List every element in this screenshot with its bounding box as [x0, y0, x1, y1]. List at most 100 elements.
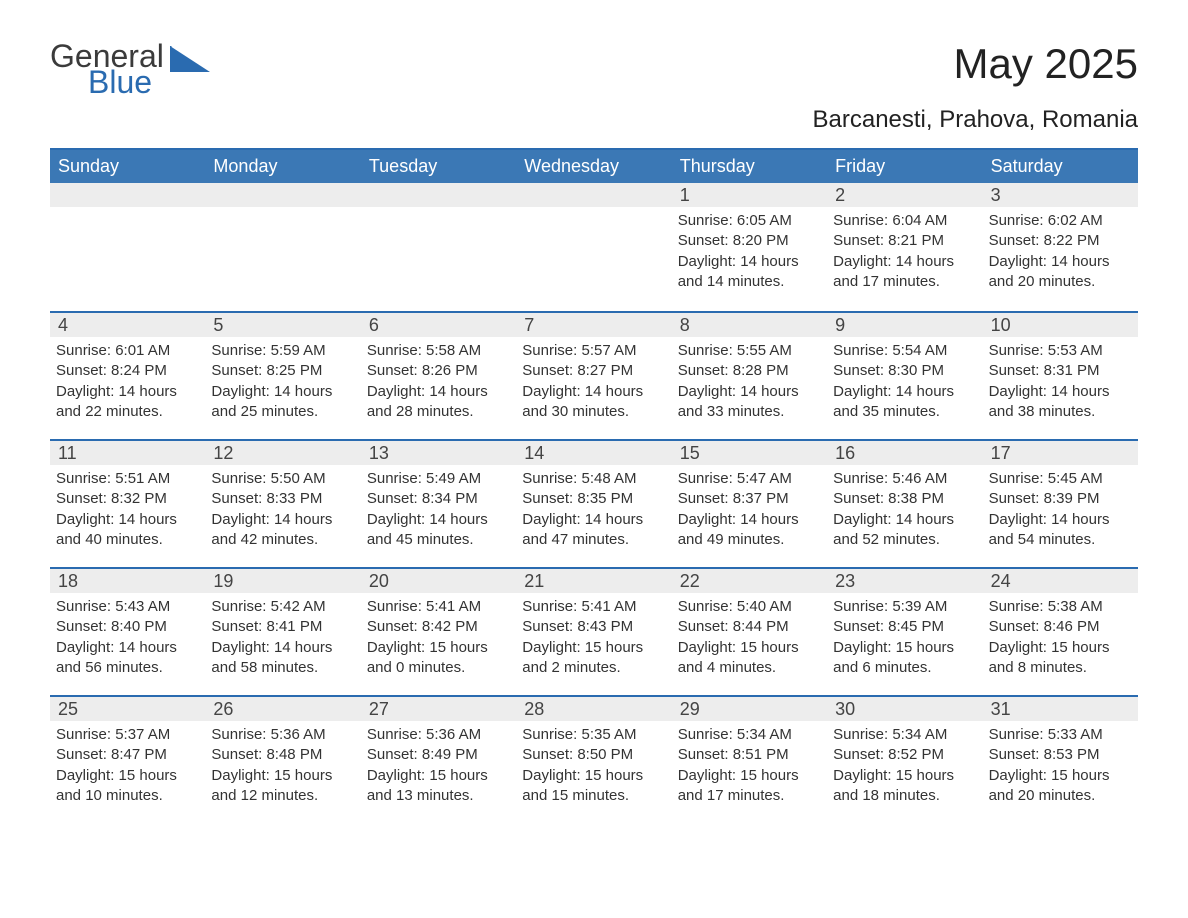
- day-number: 25: [50, 697, 205, 721]
- sunset-text: Sunset: 8:42 PM: [367, 617, 510, 637]
- sunset-text: Sunset: 8:24 PM: [56, 361, 199, 381]
- daylight-line-1: Daylight: 15 hours: [367, 766, 510, 786]
- day-details: Sunrise: 5:41 AMSunset: 8:43 PMDaylight:…: [516, 593, 671, 680]
- day-details: Sunrise: 5:53 AMSunset: 8:31 PMDaylight:…: [983, 337, 1138, 424]
- daylight-line-1: Daylight: 15 hours: [367, 638, 510, 658]
- daylight-line-1: Daylight: 14 hours: [56, 382, 199, 402]
- sunrise-text: Sunrise: 5:33 AM: [989, 725, 1132, 745]
- calendar-cell: 27Sunrise: 5:36 AMSunset: 8:49 PMDayligh…: [361, 695, 516, 823]
- daylight-line-2: and 35 minutes.: [833, 402, 976, 422]
- calendar-cell: 8Sunrise: 5:55 AMSunset: 8:28 PMDaylight…: [672, 311, 827, 439]
- daylight-line-1: Daylight: 15 hours: [833, 766, 976, 786]
- day-details: Sunrise: 5:43 AMSunset: 8:40 PMDaylight:…: [50, 593, 205, 680]
- calendar-cell: 7Sunrise: 5:57 AMSunset: 8:27 PMDaylight…: [516, 311, 671, 439]
- daylight-line-2: and 45 minutes.: [367, 530, 510, 550]
- daylight-line-2: and 0 minutes.: [367, 658, 510, 678]
- title-block: May 2025 Barcanesti, Prahova, Romania: [813, 40, 1139, 134]
- sunset-text: Sunset: 8:26 PM: [367, 361, 510, 381]
- sunrise-text: Sunrise: 5:48 AM: [522, 469, 665, 489]
- sunset-text: Sunset: 8:34 PM: [367, 489, 510, 509]
- daylight-line-2: and 56 minutes.: [56, 658, 199, 678]
- day-number: 8: [672, 313, 827, 337]
- daylight-line-2: and 28 minutes.: [367, 402, 510, 422]
- day-details: Sunrise: 5:59 AMSunset: 8:25 PMDaylight:…: [205, 337, 360, 424]
- sunrise-text: Sunrise: 5:58 AM: [367, 341, 510, 361]
- calendar-cell: 24Sunrise: 5:38 AMSunset: 8:46 PMDayligh…: [983, 567, 1138, 695]
- calendar-cell: [516, 183, 671, 311]
- day-number: 26: [205, 697, 360, 721]
- day-number: 17: [983, 441, 1138, 465]
- day-details: Sunrise: 5:48 AMSunset: 8:35 PMDaylight:…: [516, 465, 671, 552]
- sunset-text: Sunset: 8:41 PM: [211, 617, 354, 637]
- daylight-line-1: Daylight: 14 hours: [367, 382, 510, 402]
- dow-header: Monday: [205, 150, 360, 183]
- day-details: Sunrise: 5:54 AMSunset: 8:30 PMDaylight:…: [827, 337, 982, 424]
- calendar-cell: 15Sunrise: 5:47 AMSunset: 8:37 PMDayligh…: [672, 439, 827, 567]
- sunset-text: Sunset: 8:22 PM: [989, 231, 1132, 251]
- day-details: Sunrise: 5:58 AMSunset: 8:26 PMDaylight:…: [361, 337, 516, 424]
- calendar-cell: 10Sunrise: 5:53 AMSunset: 8:31 PMDayligh…: [983, 311, 1138, 439]
- calendar-cell: 18Sunrise: 5:43 AMSunset: 8:40 PMDayligh…: [50, 567, 205, 695]
- day-number: 14: [516, 441, 671, 465]
- day-details: Sunrise: 5:35 AMSunset: 8:50 PMDaylight:…: [516, 721, 671, 808]
- day-details: Sunrise: 5:34 AMSunset: 8:51 PMDaylight:…: [672, 721, 827, 808]
- calendar-cell: 3Sunrise: 6:02 AMSunset: 8:22 PMDaylight…: [983, 183, 1138, 311]
- sunset-text: Sunset: 8:21 PM: [833, 231, 976, 251]
- daylight-line-1: Daylight: 14 hours: [989, 252, 1132, 272]
- day-number: 1: [672, 183, 827, 207]
- dow-header: Friday: [827, 150, 982, 183]
- daylight-line-2: and 47 minutes.: [522, 530, 665, 550]
- sunrise-text: Sunrise: 5:53 AM: [989, 341, 1132, 361]
- daylight-line-2: and 25 minutes.: [211, 402, 354, 422]
- day-number: 19: [205, 569, 360, 593]
- daylight-line-2: and 10 minutes.: [56, 786, 199, 806]
- day-details: Sunrise: 5:37 AMSunset: 8:47 PMDaylight:…: [50, 721, 205, 808]
- daylight-line-2: and 6 minutes.: [833, 658, 976, 678]
- day-number: 22: [672, 569, 827, 593]
- daylight-line-2: and 33 minutes.: [678, 402, 821, 422]
- day-number: [516, 183, 671, 207]
- sunset-text: Sunset: 8:53 PM: [989, 745, 1132, 765]
- day-number: [50, 183, 205, 207]
- daylight-line-1: Daylight: 14 hours: [211, 510, 354, 530]
- day-number: 30: [827, 697, 982, 721]
- dow-header: Tuesday: [361, 150, 516, 183]
- daylight-line-1: Daylight: 15 hours: [211, 766, 354, 786]
- day-number: 31: [983, 697, 1138, 721]
- day-number: 11: [50, 441, 205, 465]
- sunrise-text: Sunrise: 5:51 AM: [56, 469, 199, 489]
- sunset-text: Sunset: 8:32 PM: [56, 489, 199, 509]
- sunrise-text: Sunrise: 5:47 AM: [678, 469, 821, 489]
- daylight-line-2: and 38 minutes.: [989, 402, 1132, 422]
- calendar-cell: 31Sunrise: 5:33 AMSunset: 8:53 PMDayligh…: [983, 695, 1138, 823]
- dow-header: Saturday: [983, 150, 1138, 183]
- calendar-grid: SundayMondayTuesdayWednesdayThursdayFrid…: [50, 148, 1138, 823]
- day-number: 23: [827, 569, 982, 593]
- brand-logo: General Blue: [50, 40, 210, 98]
- day-number: 16: [827, 441, 982, 465]
- day-number: 27: [361, 697, 516, 721]
- sunrise-text: Sunrise: 5:59 AM: [211, 341, 354, 361]
- day-number: 18: [50, 569, 205, 593]
- sunrise-text: Sunrise: 6:02 AM: [989, 211, 1132, 231]
- day-details: Sunrise: 6:04 AMSunset: 8:21 PMDaylight:…: [827, 207, 982, 294]
- calendar-cell: 17Sunrise: 5:45 AMSunset: 8:39 PMDayligh…: [983, 439, 1138, 567]
- daylight-line-2: and 49 minutes.: [678, 530, 821, 550]
- daylight-line-1: Daylight: 15 hours: [56, 766, 199, 786]
- day-details: Sunrise: 5:50 AMSunset: 8:33 PMDaylight:…: [205, 465, 360, 552]
- sunset-text: Sunset: 8:28 PM: [678, 361, 821, 381]
- daylight-line-1: Daylight: 15 hours: [522, 638, 665, 658]
- calendar-cell: 20Sunrise: 5:41 AMSunset: 8:42 PMDayligh…: [361, 567, 516, 695]
- day-number: 4: [50, 313, 205, 337]
- sunset-text: Sunset: 8:46 PM: [989, 617, 1132, 637]
- calendar-cell: [361, 183, 516, 311]
- daylight-line-2: and 30 minutes.: [522, 402, 665, 422]
- daylight-line-2: and 4 minutes.: [678, 658, 821, 678]
- calendar-cell: 5Sunrise: 5:59 AMSunset: 8:25 PMDaylight…: [205, 311, 360, 439]
- daylight-line-2: and 54 minutes.: [989, 530, 1132, 550]
- sunrise-text: Sunrise: 5:38 AM: [989, 597, 1132, 617]
- day-number: 5: [205, 313, 360, 337]
- day-number: 21: [516, 569, 671, 593]
- daylight-line-2: and 14 minutes.: [678, 272, 821, 292]
- sunset-text: Sunset: 8:47 PM: [56, 745, 199, 765]
